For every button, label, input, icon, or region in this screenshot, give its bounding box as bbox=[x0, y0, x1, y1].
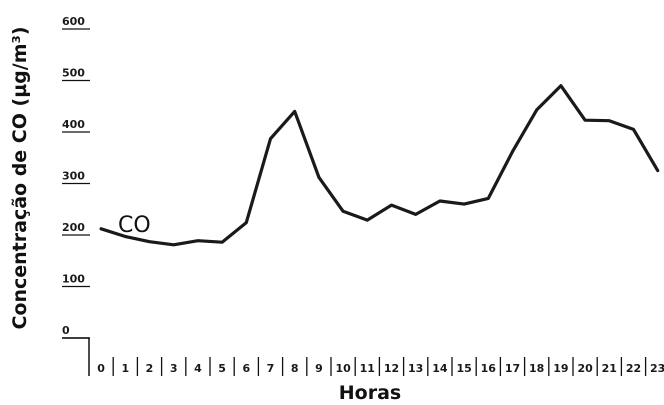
y-tick-label: 500 bbox=[62, 67, 85, 80]
x-category-label: 20 bbox=[577, 362, 593, 375]
x-category-label: 10 bbox=[335, 362, 351, 375]
y-tick-label: 600 bbox=[62, 15, 85, 28]
x-category-label: 3 bbox=[170, 362, 178, 375]
y-tick-label: 200 bbox=[62, 221, 85, 234]
x-category-label: 16 bbox=[481, 362, 497, 375]
x-category-label: 1 bbox=[121, 362, 129, 375]
x-axis-title: Horas bbox=[339, 382, 401, 404]
x-category-label: 6 bbox=[242, 362, 250, 375]
x-category-label: 17 bbox=[505, 362, 520, 375]
x-category-label: 0 bbox=[97, 362, 105, 375]
x-category-label: 22 bbox=[626, 362, 641, 375]
x-category-label: 12 bbox=[384, 362, 399, 375]
x-category-label: 9 bbox=[315, 362, 323, 375]
y-axis-title: Concentração de CO (µg/m³) bbox=[9, 26, 31, 329]
x-category-label: 7 bbox=[267, 362, 275, 375]
x-axis-line bbox=[62, 337, 90, 376]
series-line-co bbox=[99, 84, 660, 247]
y-tick-label: 400 bbox=[62, 118, 85, 131]
series-label-co: CO bbox=[118, 213, 151, 238]
y-tick-label: 300 bbox=[62, 170, 85, 183]
y-axis-ticks: 600 500 400 300 200 100 0 bbox=[62, 15, 90, 339]
x-category-label: 15 bbox=[456, 362, 471, 375]
x-category-label: 11 bbox=[360, 362, 375, 375]
x-category-label: 5 bbox=[218, 362, 226, 375]
x-category-label: 13 bbox=[408, 362, 423, 375]
x-category-label: 21 bbox=[602, 362, 617, 375]
x-category-label: 8 bbox=[291, 362, 299, 375]
x-category-label: 2 bbox=[146, 362, 154, 375]
x-category-label: 14 bbox=[432, 362, 448, 375]
x-category-label: 23 bbox=[650, 362, 664, 375]
x-axis-categories: 0 1 2 3 4 5 6 7 8 9 10 11 12 13 14 15 16 17 18 19 20 21 22 23 bbox=[97, 357, 664, 376]
x-category-label: 4 bbox=[194, 362, 202, 375]
x-category-label: 18 bbox=[529, 362, 544, 375]
x-category-label: 19 bbox=[553, 362, 568, 375]
y-tick-label: 100 bbox=[62, 273, 85, 286]
y-tick-label: 0 bbox=[62, 324, 70, 337]
